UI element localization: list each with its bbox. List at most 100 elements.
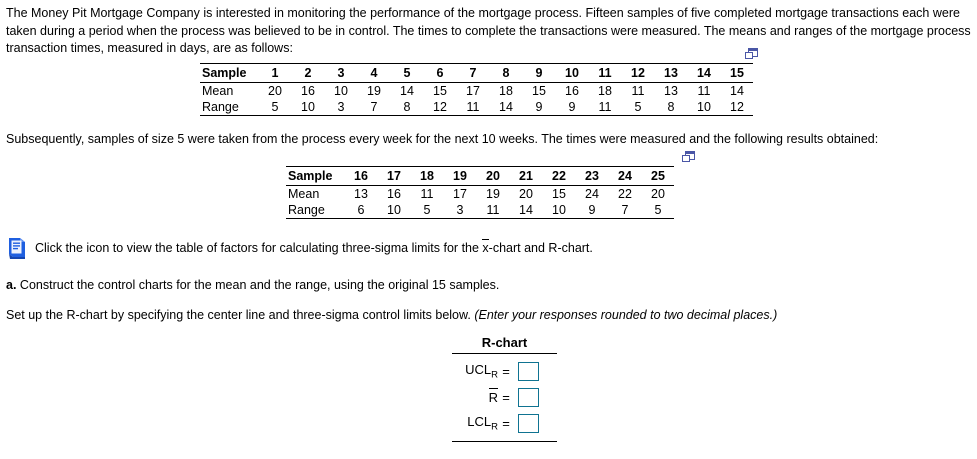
r-chart-row-rbar: R = xyxy=(452,384,557,410)
table-one-mean-12: 11 xyxy=(631,84,645,98)
table-two-range-17: 10 xyxy=(387,203,401,217)
table-one-mean-6: 15 xyxy=(433,84,447,98)
table-one-mean-4: 19 xyxy=(367,84,381,98)
table-one-col-7: 7 xyxy=(469,66,477,80)
table-two-col-25: 25 xyxy=(651,169,665,183)
table-one-col-5: 5 xyxy=(403,66,411,80)
table-one-col-4: 4 xyxy=(370,66,378,80)
table-two-col-20: 20 xyxy=(486,169,500,183)
middle-paragraph: Subsequently, samples of size 5 were tak… xyxy=(6,132,879,146)
table-one-range-7: 11 xyxy=(466,100,480,114)
r-chart-row-ucl: UCLR = xyxy=(452,358,557,384)
r-bar-equals: = xyxy=(502,389,510,405)
ucl-r-equals: = xyxy=(502,363,510,379)
r-chart-title: R-chart xyxy=(452,334,557,354)
lcl-r-input[interactable] xyxy=(518,413,539,433)
r-bar-label: R xyxy=(452,387,499,405)
table-one-col-12: 12 xyxy=(631,66,645,80)
table-one-range-9: 9 xyxy=(535,100,543,114)
table-two-range-20: 11 xyxy=(486,203,500,217)
table-two-range-16: 6 xyxy=(357,203,365,217)
table-one-range-2: 10 xyxy=(301,100,315,114)
table-one-col-9: 9 xyxy=(535,66,543,80)
table-one-col-8: 8 xyxy=(502,66,510,80)
table-one-range-13: 8 xyxy=(667,100,675,114)
table-two-row-label-range: Range xyxy=(288,203,325,217)
table-row: Range 6 10 5 3 11 14 10 9 7 5 xyxy=(286,202,675,219)
setup-instruction-text: Set up the R-chart by specifying the cen… xyxy=(6,308,471,322)
table-one-mean-3: 10 xyxy=(334,84,348,98)
table-one-range-1: 5 xyxy=(271,100,279,114)
mean-range-table-samples-1-15: Sample 1 2 3 4 5 6 7 8 9 10 11 12 13 14 … xyxy=(200,63,754,116)
table-two-col-22: 22 xyxy=(552,169,566,183)
table-one-mean-11: 18 xyxy=(598,84,612,98)
open-in-new-window-icon-table-one[interactable] xyxy=(745,48,760,61)
table-header-row: Sample 1 2 3 4 5 6 7 8 9 10 11 12 13 14 … xyxy=(200,63,754,83)
table-one-range-10: 9 xyxy=(568,100,576,114)
table-two-col-21: 21 xyxy=(519,169,533,183)
table-two-range-19: 3 xyxy=(456,203,464,217)
mean-range-table-samples-16-25: Sample 16 17 18 19 20 21 22 23 24 25 Mea… xyxy=(286,166,675,219)
lcl-r-label: LCLR xyxy=(452,414,498,433)
table-two-header-sample: Sample xyxy=(288,169,333,183)
ucl-r-input[interactable] xyxy=(518,361,539,381)
table-one-header-sample: Sample xyxy=(202,66,247,80)
r-bar-label-main: R xyxy=(488,387,499,405)
table-two-mean-17: 16 xyxy=(387,187,401,201)
table-one-range-11: 11 xyxy=(598,100,612,114)
table-one-range-6: 12 xyxy=(433,100,447,114)
table-one-row-label-range: Range xyxy=(202,100,239,114)
table-header-row: Sample 16 17 18 19 20 21 22 23 24 25 xyxy=(286,166,675,186)
book-icon[interactable] xyxy=(6,236,28,260)
table-one-mean-5: 14 xyxy=(400,84,414,98)
table-two-mean-20: 19 xyxy=(486,187,500,201)
question-a-text: Construct the control charts for the mea… xyxy=(19,278,500,292)
table-row: Mean 13 16 11 17 19 20 15 24 22 20 xyxy=(286,186,674,203)
factors-table-link-row[interactable]: Click the icon to view the table of fact… xyxy=(6,236,593,260)
table-row: Range 5 10 3 7 8 12 11 14 9 9 11 5 8 10 … xyxy=(200,99,754,116)
table-two-range-25: 5 xyxy=(654,203,662,217)
table-one-range-8: 14 xyxy=(499,100,513,114)
table-two-col-17: 17 xyxy=(387,169,401,183)
lcl-r-equals: = xyxy=(502,415,510,431)
table-one-col-6: 6 xyxy=(436,66,444,80)
table-two-mean-22: 15 xyxy=(552,187,566,201)
x-bar-symbol: x xyxy=(482,239,489,255)
table-one-mean-8: 18 xyxy=(499,84,513,98)
table-one-mean-9: 15 xyxy=(532,84,546,98)
table-one-col-13: 13 xyxy=(664,66,678,80)
table-one-mean-2: 16 xyxy=(301,84,315,98)
table-one-range-4: 7 xyxy=(370,100,378,114)
table-two-mean-21: 20 xyxy=(519,187,533,201)
table-two-col-19: 19 xyxy=(453,169,467,183)
table-one-mean-13: 13 xyxy=(664,84,678,98)
table-two-mean-18: 11 xyxy=(420,187,434,201)
table-two-col-23: 23 xyxy=(585,169,599,183)
table-two-range-18: 5 xyxy=(423,203,431,217)
table-two-range-24: 7 xyxy=(621,203,629,217)
table-two-mean-16: 13 xyxy=(354,187,368,201)
r-bar-input[interactable] xyxy=(518,387,539,407)
table-one-range-15: 12 xyxy=(730,100,744,114)
setup-instruction-note: (Enter your responses rounded to two dec… xyxy=(474,308,778,322)
table-two-range-21: 14 xyxy=(519,203,533,217)
table-one-col-10: 10 xyxy=(565,66,579,80)
table-two-col-18: 18 xyxy=(420,169,434,183)
question-a-marker: a. xyxy=(6,278,17,292)
table-one-col-1: 1 xyxy=(271,66,279,80)
r-chart-rows: UCLR = R = LCLR = xyxy=(452,354,557,442)
table-one-row-label-mean: Mean xyxy=(202,84,234,98)
lcl-r-label-sub: R xyxy=(491,421,498,433)
table-one-col-2: 2 xyxy=(304,66,312,80)
table-two-col-16: 16 xyxy=(354,169,368,183)
ucl-r-label: UCLR xyxy=(452,362,498,381)
table-one-mean-7: 17 xyxy=(466,84,480,98)
table-one-col-11: 11 xyxy=(598,66,612,80)
ucl-r-label-sub: R xyxy=(491,369,498,381)
open-in-new-window-icon-table-two[interactable] xyxy=(682,151,697,164)
table-one-range-3: 3 xyxy=(337,100,345,114)
setup-instruction: Set up the R-chart by specifying the cen… xyxy=(6,308,777,322)
table-one-range-12: 5 xyxy=(634,100,642,114)
table-one-col-15: 15 xyxy=(730,66,744,80)
question-a: a. Construct the control charts for the … xyxy=(6,278,499,292)
